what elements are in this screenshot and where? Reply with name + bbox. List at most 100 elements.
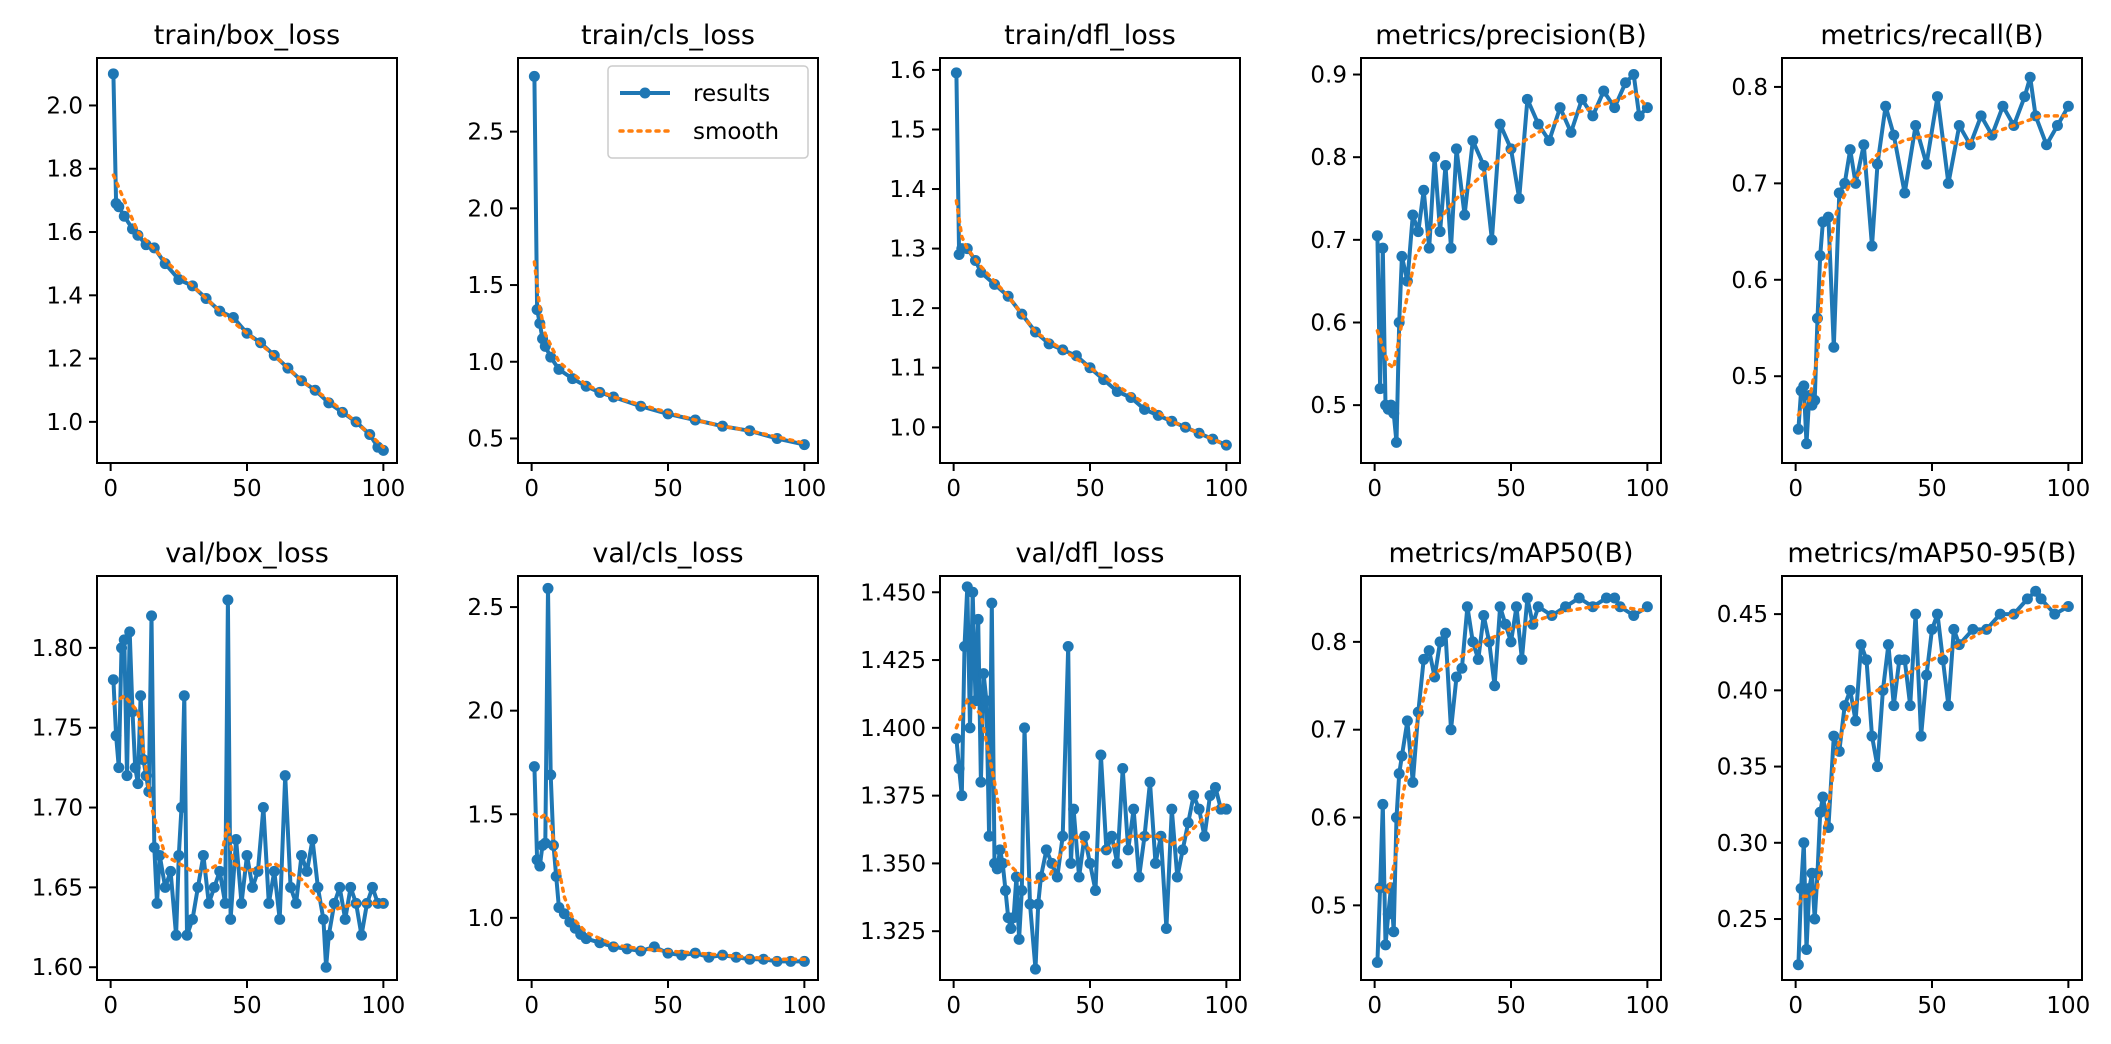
data-point-results bbox=[1040, 844, 1052, 856]
data-point-results bbox=[1434, 636, 1446, 648]
data-point-results bbox=[170, 929, 182, 941]
data-point-results bbox=[1390, 436, 1402, 448]
data-point-results bbox=[1899, 654, 1911, 666]
data-point-results bbox=[1828, 730, 1840, 742]
data-point-results bbox=[1008, 912, 1020, 924]
y-tick-label: 1.60 bbox=[32, 955, 83, 981]
data-point-results bbox=[528, 70, 540, 82]
data-point-results bbox=[950, 67, 962, 79]
data-point-results bbox=[744, 953, 756, 965]
series-line-results bbox=[1796, 75, 2071, 446]
data-point-results bbox=[1942, 700, 1954, 712]
data-point-results bbox=[1065, 857, 1077, 869]
plot-area bbox=[1792, 71, 2074, 450]
data-point-results bbox=[1423, 645, 1435, 657]
data-point-results bbox=[983, 830, 995, 842]
data-point-results bbox=[1833, 187, 1845, 199]
data-point-results bbox=[154, 849, 166, 861]
x-tick-label: 100 bbox=[1625, 476, 1669, 502]
data-point-results bbox=[246, 881, 258, 893]
series-line-smooth bbox=[954, 697, 1229, 885]
data-point-results bbox=[1423, 242, 1435, 254]
x-tick-label: 0 bbox=[1788, 993, 1803, 1019]
data-point-results bbox=[1543, 135, 1555, 147]
x-tick-label: 50 bbox=[1496, 993, 1525, 1019]
data-point-results bbox=[107, 68, 119, 80]
data-point-results bbox=[1809, 913, 1821, 925]
y-tick-label: 0.5 bbox=[467, 426, 504, 452]
data-point-results bbox=[1062, 640, 1074, 652]
data-point-results bbox=[1858, 139, 1870, 151]
y-tick-label: 1.0 bbox=[467, 350, 504, 376]
y-tick-label: 1.80 bbox=[32, 636, 83, 662]
y-tick-label: 1.0 bbox=[889, 415, 926, 441]
data-point-results bbox=[1111, 857, 1123, 869]
y-tick-label: 1.0 bbox=[46, 410, 83, 436]
data-point-results bbox=[771, 955, 783, 967]
data-point-results bbox=[1418, 184, 1430, 196]
data-point-results bbox=[1600, 592, 1612, 604]
chart-title: train/box_loss bbox=[154, 20, 340, 51]
data-point-results bbox=[1016, 885, 1028, 897]
data-point-results bbox=[1510, 601, 1522, 613]
data-point-results bbox=[173, 849, 185, 861]
y-tick-label: 1.6 bbox=[46, 220, 83, 246]
chart-title: metrics/recall(B) bbox=[1820, 20, 2043, 51]
x-tick-label: 100 bbox=[782, 993, 826, 1019]
data-point-results bbox=[178, 690, 190, 702]
data-point-results bbox=[192, 881, 204, 893]
data-point-results bbox=[1953, 120, 1965, 131]
data-point-results bbox=[1888, 700, 1900, 712]
data-point-results bbox=[1809, 394, 1821, 406]
data-point-results bbox=[323, 929, 335, 941]
data-point-results bbox=[1587, 601, 1599, 613]
data-point-results bbox=[1371, 230, 1383, 242]
data-point-results bbox=[2035, 593, 2047, 605]
data-point-results bbox=[2049, 608, 2061, 620]
y-tick-label: 0.8 bbox=[1310, 630, 1347, 656]
data-point-results bbox=[1576, 93, 1588, 105]
data-point-results bbox=[1948, 623, 1960, 635]
data-point-results bbox=[1880, 100, 1892, 112]
data-point-results bbox=[1532, 601, 1544, 613]
series-line-smooth bbox=[532, 811, 807, 962]
plot-area bbox=[107, 594, 389, 973]
data-point-results bbox=[1505, 636, 1517, 648]
data-point-results bbox=[999, 885, 1011, 897]
axes-frame bbox=[96, 57, 398, 464]
x-tick-label: 0 bbox=[1367, 476, 1382, 502]
y-tick-label: 1.5 bbox=[467, 273, 504, 299]
legend-label-results: results bbox=[693, 81, 770, 107]
y-tick-label: 0.5 bbox=[1731, 364, 1768, 390]
data-point-results bbox=[1467, 636, 1479, 648]
data-point-results bbox=[1814, 250, 1826, 262]
data-point-results bbox=[1166, 803, 1178, 815]
data-point-results bbox=[534, 860, 546, 872]
data-point-results bbox=[1494, 118, 1506, 130]
data-point-results bbox=[312, 881, 324, 893]
chart-title: metrics/precision(B) bbox=[1375, 20, 1647, 51]
data-point-results bbox=[1377, 798, 1389, 810]
data-point-results bbox=[964, 722, 976, 734]
x-tick-label: 100 bbox=[1625, 993, 1669, 1019]
data-point-results bbox=[296, 849, 308, 861]
y-tick-label: 1.1 bbox=[889, 356, 926, 382]
legend: results smooth bbox=[607, 65, 809, 159]
x-tick-label: 100 bbox=[1204, 476, 1248, 502]
y-tick-label: 2.5 bbox=[467, 595, 504, 621]
series-line-results bbox=[111, 73, 385, 453]
y-tick-label: 1.4 bbox=[46, 283, 83, 309]
data-point-results bbox=[1871, 158, 1883, 170]
data-point-results bbox=[1171, 871, 1183, 883]
chart-title: val/cls_loss bbox=[592, 538, 743, 569]
data-point-results bbox=[1182, 817, 1194, 829]
series-line-smooth bbox=[1796, 604, 2071, 906]
data-point-results bbox=[1193, 803, 1205, 815]
data-point-results bbox=[950, 733, 962, 745]
series-line-results bbox=[954, 72, 1228, 447]
data-point-results bbox=[1641, 601, 1653, 613]
series-line-smooth bbox=[1375, 604, 1650, 896]
data-point-results bbox=[113, 762, 125, 774]
data-point-results bbox=[1620, 77, 1632, 89]
data-point-results bbox=[186, 913, 198, 925]
